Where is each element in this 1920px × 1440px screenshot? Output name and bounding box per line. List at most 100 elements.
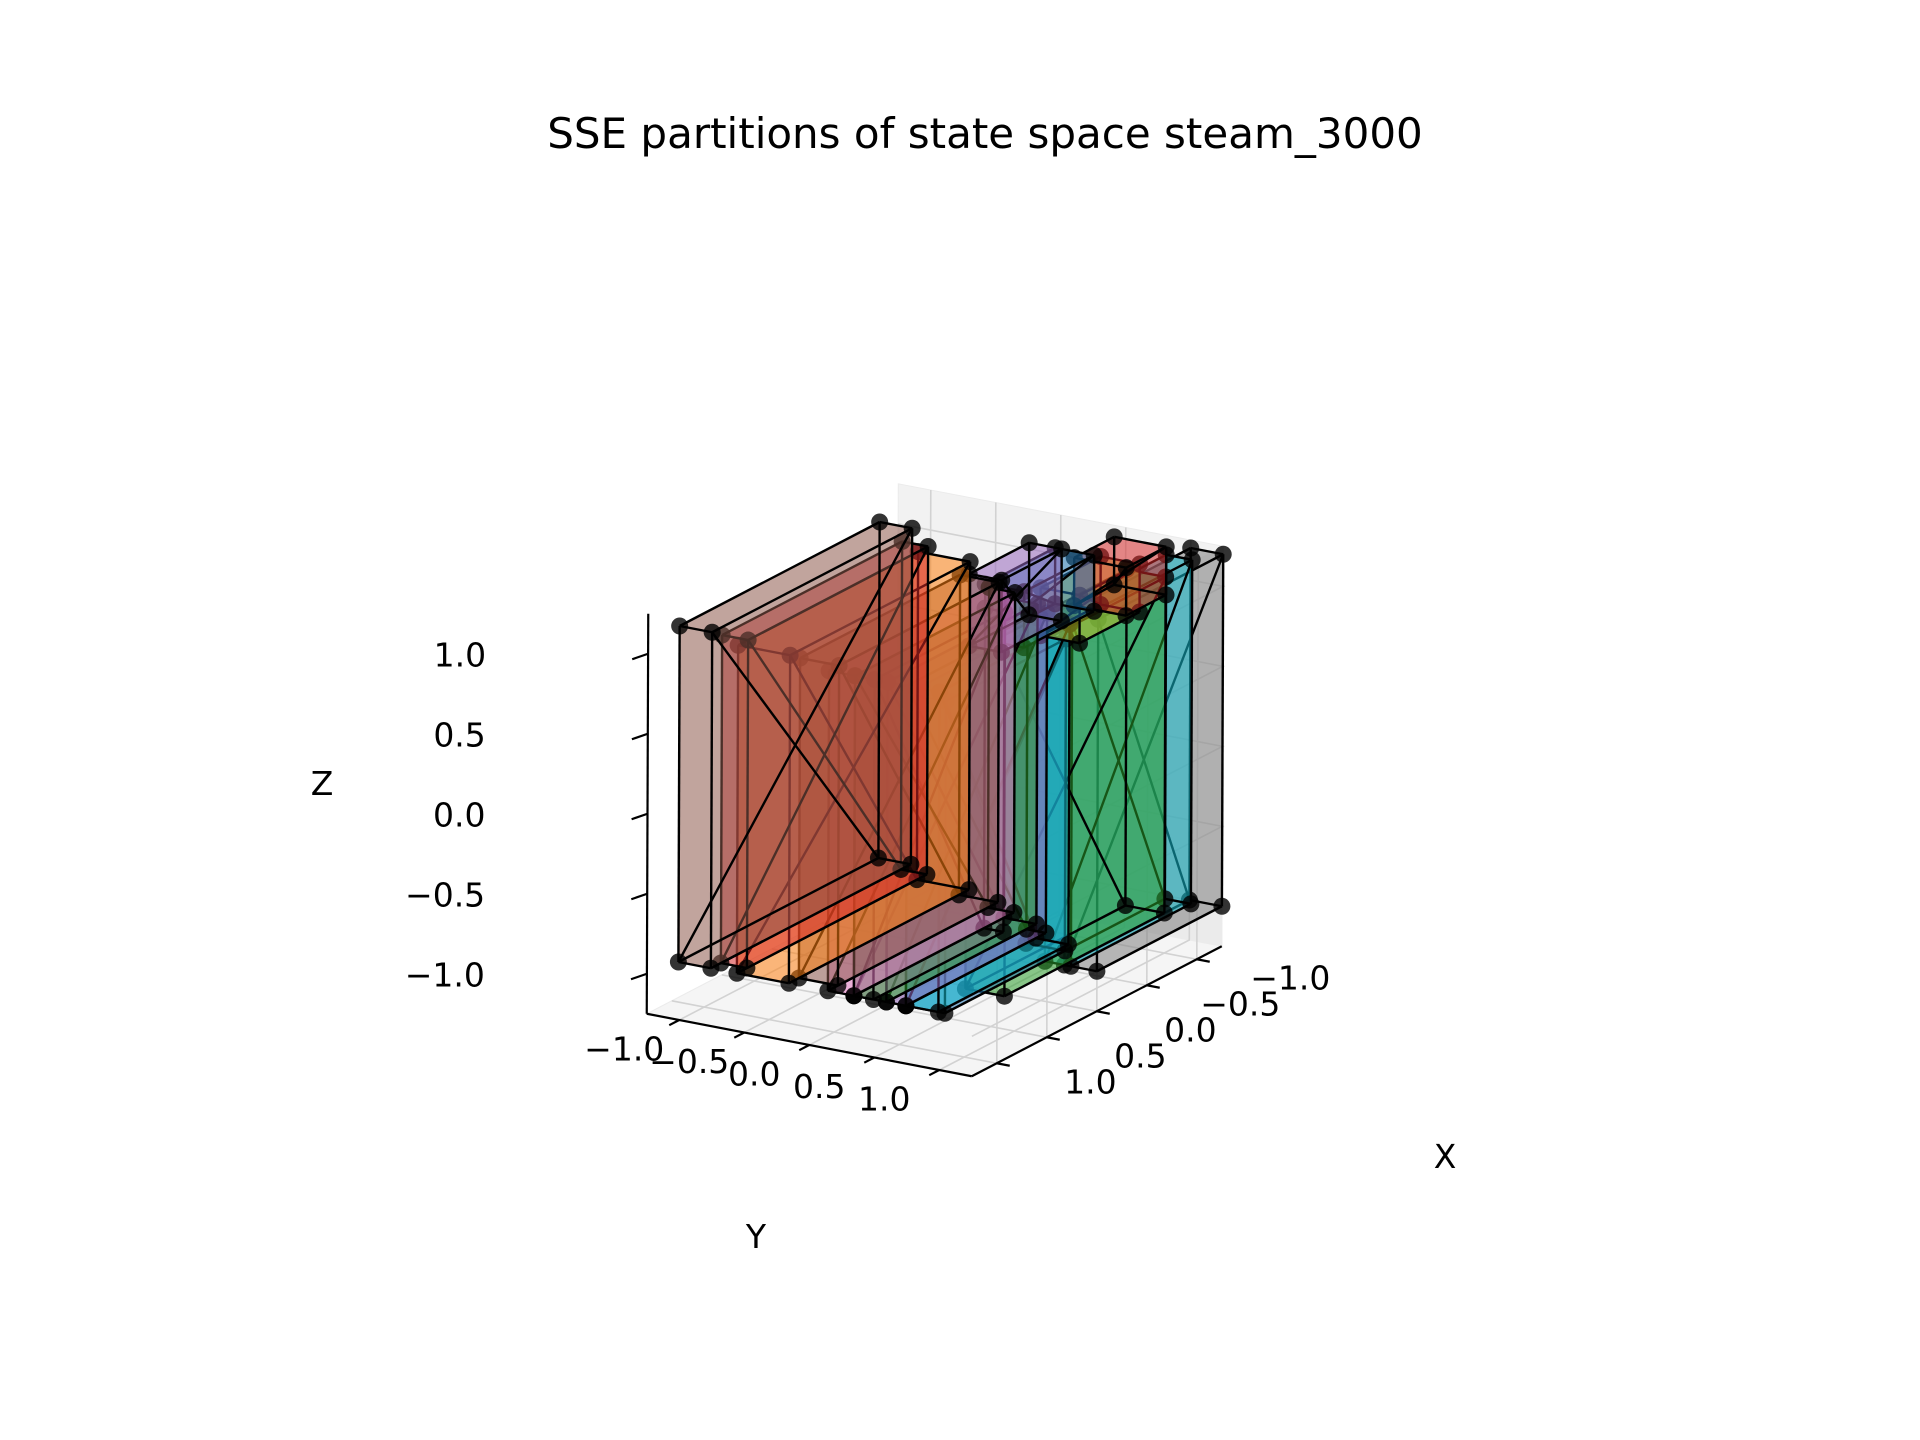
partition-edge: [1188, 547, 1192, 901]
y-tick-label: 0.0: [728, 1055, 780, 1094]
vertex-point: [1088, 962, 1106, 980]
vertex-point: [994, 923, 1012, 941]
partition-edge: [677, 527, 914, 963]
partition-edge: [909, 528, 914, 865]
vertex-point: [918, 865, 936, 883]
vertex-point: [1052, 612, 1070, 630]
partition-edge: [937, 691, 941, 1013]
vertex-point: [671, 617, 689, 635]
partition-face: [678, 626, 713, 969]
z-tick-label: 0.0: [433, 796, 485, 835]
partition-edge: [836, 665, 841, 986]
partition-edge: [837, 901, 999, 987]
y-tick: [928, 1069, 940, 1077]
vertex-point: [903, 519, 921, 537]
y-tick-label: −0.5: [649, 1042, 729, 1081]
z-tick-label: −1.0: [405, 956, 485, 995]
vertex-point: [1085, 546, 1103, 564]
vertex-point: [1183, 551, 1201, 569]
axes-lines: [630, 613, 1223, 1078]
vertex-point: [1065, 597, 1083, 615]
x-tick: [1046, 1036, 1060, 1041]
partition-face: [853, 928, 1004, 1000]
partition-edge: [852, 603, 1039, 997]
partition-edge: [1000, 619, 1062, 654]
partition-edge: [709, 632, 714, 969]
partition-face: [905, 938, 1069, 1012]
partition-edge: [1012, 592, 1017, 913]
vertex-point: [1005, 904, 1023, 922]
vertex-point: [995, 987, 1013, 1005]
partition-boxes: [669, 513, 1232, 1022]
vertex-point: [902, 855, 920, 873]
partition-face: [1125, 569, 1166, 913]
partition-face: [679, 522, 913, 633]
partition-edge: [1003, 911, 1165, 998]
z-tick: [630, 972, 648, 981]
vertex-point: [1085, 602, 1103, 620]
partition-face: [916, 551, 971, 890]
x-tick-label: −0.5: [1200, 984, 1280, 1023]
partition-face: [798, 658, 840, 986]
vertex-point: [1059, 935, 1077, 953]
vertex-point: [897, 997, 915, 1015]
partition-face: [1003, 597, 1038, 924]
y-tick: [863, 1056, 875, 1064]
partition-face: [827, 907, 1014, 996]
z-tick: [631, 652, 649, 661]
partition-face: [878, 522, 913, 865]
gridline-y: [678, 489, 932, 1021]
partition-face: [886, 929, 1046, 1006]
partition-edge: [996, 582, 1001, 903]
partition-face: [905, 631, 1028, 1006]
partition-edge: [1220, 554, 1225, 907]
vertex-point: [1105, 576, 1123, 594]
x-tick: [1146, 984, 1160, 989]
vertex-point: [1117, 559, 1135, 577]
vertex-point: [864, 991, 882, 1008]
y-tick: [668, 1019, 680, 1027]
partition-face: [720, 869, 927, 968]
partition-face: [720, 541, 903, 963]
partition-face: [855, 608, 1005, 680]
partition-face: [720, 635, 749, 968]
y-tick: [733, 1031, 745, 1039]
vertex-point: [739, 631, 757, 649]
partition-face: [900, 541, 929, 875]
partition-face: [987, 587, 1016, 913]
partition-edge: [1063, 553, 1225, 966]
partition-face: [1189, 548, 1224, 907]
vertex-point: [1155, 904, 1173, 922]
partition-edge: [957, 574, 962, 895]
partition-edge: [826, 592, 1017, 992]
partition-edge: [874, 610, 1006, 681]
partition-face: [827, 587, 990, 991]
vertex-point: [992, 643, 1010, 661]
partition-edge: [1063, 638, 1068, 951]
vertex-point: [990, 573, 1008, 591]
vertex-point: [869, 849, 887, 867]
z-tick-label: 0.5: [433, 716, 485, 755]
partition-face: [1044, 898, 1191, 967]
partition-edge: [1113, 535, 1167, 549]
partition-edge: [1023, 610, 1095, 649]
partition-edge: [746, 873, 928, 970]
y-tick: [798, 1044, 810, 1052]
partition-edge: [967, 561, 972, 890]
partition-face: [1044, 554, 1167, 962]
partition-edge: [710, 863, 912, 970]
z-tick: [630, 892, 648, 901]
chart-title: SSE partitions of state space steam_3000: [547, 109, 1423, 158]
vertex-point: [1214, 545, 1232, 563]
x-tick-label: 1.0: [1064, 1062, 1116, 1101]
vertex-point: [1062, 957, 1080, 975]
partition-box: [669, 513, 921, 977]
vertex-point: [780, 974, 798, 992]
y-tick-label: 0.5: [793, 1067, 845, 1106]
partition-face: [678, 858, 911, 969]
partition-face: [969, 542, 1062, 581]
partition-edge: [986, 587, 991, 908]
partition-edge: [1113, 583, 1167, 597]
x-tick: [1096, 1010, 1110, 1015]
